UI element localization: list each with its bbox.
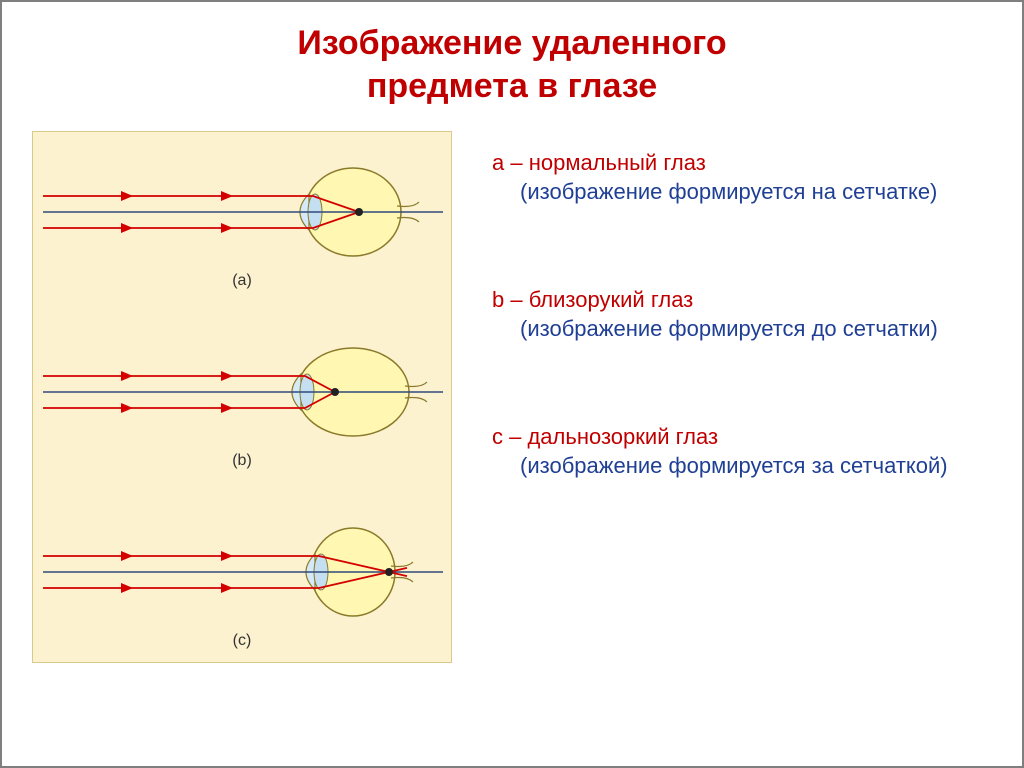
diagram-row-a: (a) (43, 152, 441, 292)
slide-title: Изображение удаленного предмета в глазе (32, 22, 992, 107)
description-paren-a: (изображение формируется на сетчатке) (492, 178, 992, 207)
description-b: b – близорукий глаз(изображение формируе… (492, 286, 992, 343)
diagram-panel: (a) (b) (32, 131, 452, 663)
description-paren-b: (изображение формируется до сетчатки) (492, 315, 992, 344)
eye-diagram-c (43, 512, 443, 632)
diagram-label-a: (a) (232, 272, 252, 290)
eye-diagram-a (43, 152, 443, 272)
title-line-1: Изображение удаленного (297, 24, 726, 62)
description-paren-c: (изображение формируется за сетчаткой) (492, 452, 992, 481)
eye-diagram-b (43, 332, 443, 452)
description-label-b: b – близорукий глаз (492, 286, 992, 315)
diagram-row-b: (b) (43, 332, 441, 472)
slide: Изображение удаленного предмета в глазе … (0, 0, 1024, 768)
description-panel: a – нормальный глаз(изображение формируе… (492, 131, 992, 481)
diagram-row-c: (c) (43, 512, 441, 652)
content-area: (a) (b) (32, 131, 992, 663)
diagram-label-b: (b) (232, 452, 252, 470)
description-c: c – дальнозоркий глаз(изображение формир… (492, 423, 992, 480)
title-line-2: предмета в глазе (367, 67, 657, 105)
description-a: a – нормальный глаз(изображение формируе… (492, 149, 992, 206)
description-label-c: c – дальнозоркий глаз (492, 423, 992, 452)
diagram-label-c: (c) (233, 632, 252, 650)
description-label-a: a – нормальный глаз (492, 149, 992, 178)
